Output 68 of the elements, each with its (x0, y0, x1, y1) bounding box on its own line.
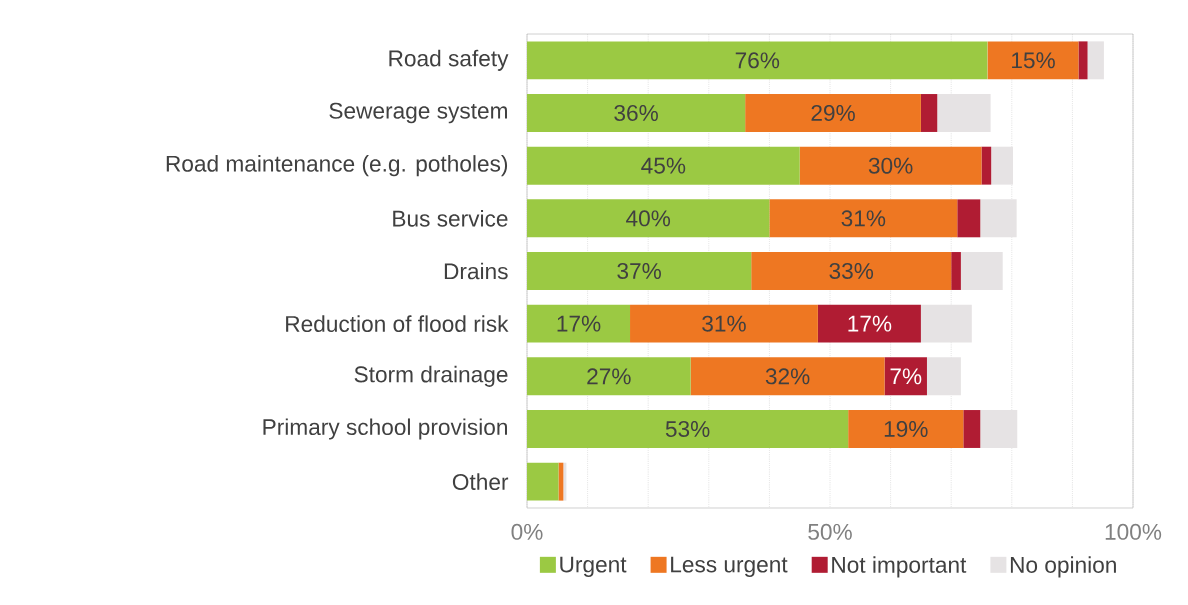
y-tick-label: Sewerage system (329, 102, 507, 124)
data-label: 40% (626, 210, 671, 227)
bar (920, 94, 938, 132)
bar (957, 199, 981, 238)
bar (981, 146, 992, 185)
data-label: 32% (765, 368, 810, 385)
y-tick-label: Primary school provision (263, 418, 507, 440)
data-label: 29% (811, 104, 855, 122)
data-label: 7% (890, 368, 922, 385)
bar (527, 94, 746, 132)
legend-label: Urgent (560, 556, 627, 577)
bar (527, 462, 559, 501)
bar (799, 146, 982, 185)
data-label: 30% (868, 157, 913, 174)
data-label: 37% (617, 262, 661, 280)
bar (920, 304, 972, 343)
x-tick-label: 100% (1105, 523, 1162, 540)
legend-label: Less urgent (671, 556, 788, 577)
bar (527, 410, 849, 448)
data-label: 15% (1012, 52, 1055, 69)
bar (751, 252, 952, 290)
legend-label: Not important (832, 556, 967, 578)
bar (926, 357, 961, 396)
bar (527, 199, 770, 238)
bar (951, 252, 961, 290)
bar (980, 199, 1017, 238)
bar (630, 304, 818, 343)
bar (527, 41, 988, 80)
bar (527, 357, 691, 396)
y-tick-label: Other (452, 473, 509, 490)
data-label: 45% (641, 157, 686, 174)
data-label: 36% (614, 104, 658, 122)
y-tick-label: Road maintenance (e.g. potholes) (166, 155, 508, 177)
data-label: 27% (587, 368, 631, 385)
data-label: 76% (735, 52, 780, 69)
y-tick-label: Drains (444, 262, 508, 280)
bar (527, 252, 752, 290)
bar (937, 94, 991, 132)
bar (884, 357, 927, 396)
bar (563, 462, 567, 501)
data-label: 53% (665, 420, 710, 438)
x-tick-label: 0% (511, 523, 543, 540)
bar (980, 410, 1018, 448)
bar (848, 410, 964, 448)
y-tick-label: Bus service (393, 210, 508, 227)
data-label: 31% (841, 210, 886, 227)
bar (745, 94, 921, 132)
data-label: 31% (702, 315, 746, 332)
bar (769, 199, 958, 238)
legend-label: No opinion (1010, 556, 1116, 578)
bar (987, 41, 1079, 80)
bar (960, 252, 1003, 290)
bar (690, 357, 885, 396)
bar (817, 304, 921, 343)
data-label: 33% (829, 262, 874, 280)
bar (527, 304, 631, 343)
y-tick-label: Reduction of flood risk (286, 315, 509, 332)
data-label: 17% (557, 315, 601, 332)
bar (527, 146, 800, 185)
bar (1078, 41, 1088, 80)
bar (963, 410, 981, 448)
data-label: 17% (848, 315, 892, 332)
y-tick-label: Road safety (389, 49, 509, 71)
y-tick-label: Storm drainage (354, 365, 508, 387)
bar (1087, 41, 1104, 80)
data-label: 19% (884, 420, 928, 438)
bar (991, 146, 1014, 185)
x-tick-label: 50% (808, 523, 852, 540)
